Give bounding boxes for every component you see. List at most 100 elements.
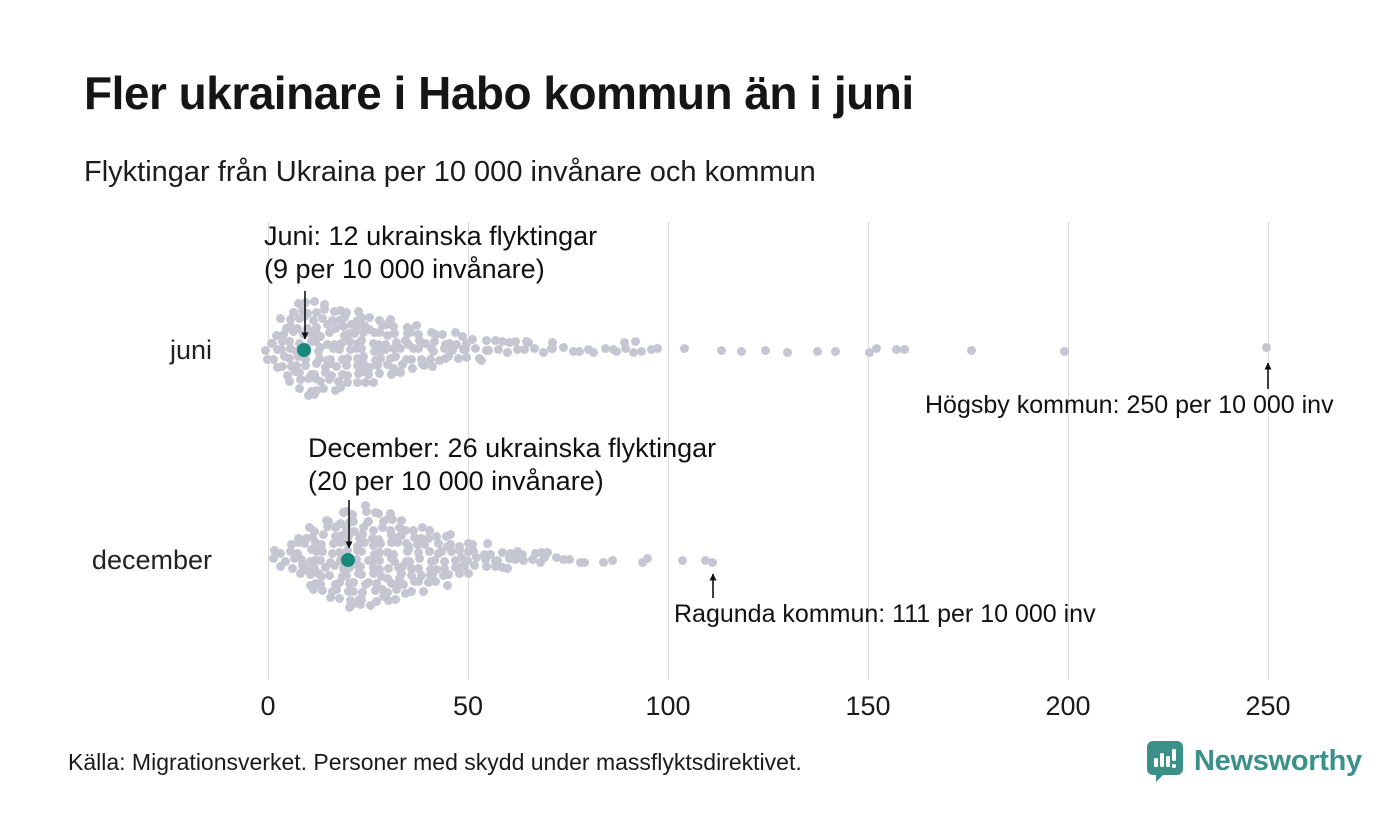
data-dot xyxy=(355,599,365,609)
data-dot xyxy=(370,327,380,337)
data-dot xyxy=(308,315,318,325)
data-dot xyxy=(529,343,539,353)
annotation-juni-line2: (9 per 10 000 invånare) xyxy=(264,254,545,284)
data-dot xyxy=(342,546,352,555)
data-dot xyxy=(737,346,746,356)
data-dot xyxy=(368,562,378,572)
data-dot xyxy=(302,564,312,574)
data-dot xyxy=(371,355,381,365)
data-dot xyxy=(342,371,352,380)
data-dot xyxy=(414,344,424,354)
data-dot xyxy=(324,517,334,527)
data-dot xyxy=(407,570,417,580)
data-dot xyxy=(892,345,902,355)
data-dot xyxy=(444,351,454,361)
data-dot xyxy=(352,354,362,364)
data-dot xyxy=(271,331,281,341)
data-dot xyxy=(513,345,522,354)
data-dot xyxy=(380,339,390,349)
data-dot xyxy=(369,569,379,579)
data-dot xyxy=(328,316,337,325)
data-dot xyxy=(480,549,490,559)
data-dot xyxy=(899,345,909,355)
data-dot xyxy=(548,343,558,353)
data-dot xyxy=(365,601,375,611)
data-dot xyxy=(432,564,441,574)
data-dot xyxy=(390,328,400,338)
data-dot xyxy=(424,525,434,535)
data-dot xyxy=(463,569,473,579)
data-dot xyxy=(293,299,303,309)
data-dot xyxy=(341,361,351,371)
data-dot xyxy=(459,561,469,571)
data-dot xyxy=(320,363,330,372)
data-dot xyxy=(375,368,384,378)
source-note: Källa: Migrationsverket. Personer med sk… xyxy=(68,749,802,775)
data-dot xyxy=(559,343,568,353)
data-dot xyxy=(311,537,321,547)
data-dot xyxy=(409,344,418,353)
data-dot xyxy=(280,352,290,361)
data-dot xyxy=(357,335,366,345)
data-dot xyxy=(306,569,316,579)
gridline xyxy=(868,222,869,680)
annotation-juni-line1: Juni: 12 ukrainska flyktingar xyxy=(264,221,598,251)
data-dot xyxy=(451,562,461,572)
newsworthy-wordmark: Newsworthy xyxy=(1194,744,1362,777)
data-dot xyxy=(277,336,287,346)
data-dot xyxy=(477,355,486,365)
data-dot xyxy=(353,306,363,316)
data-dot xyxy=(420,338,430,348)
data-dot xyxy=(301,360,311,370)
data-dot xyxy=(513,546,523,556)
data-dot xyxy=(497,336,507,346)
data-dot xyxy=(294,534,304,544)
data-dot xyxy=(349,526,359,536)
data-dot xyxy=(406,586,416,596)
data-dot xyxy=(536,548,546,558)
data-dot xyxy=(417,522,427,532)
data-dot xyxy=(315,343,325,353)
data-dot xyxy=(375,556,385,566)
data-dot xyxy=(342,308,352,318)
data-dot xyxy=(468,546,478,556)
data-dot xyxy=(348,517,358,527)
data-dot xyxy=(357,570,367,579)
data-dot xyxy=(584,344,594,354)
data-dot xyxy=(357,595,367,605)
data-dot xyxy=(565,554,575,564)
data-dot xyxy=(494,345,504,355)
data-dot xyxy=(443,580,453,590)
data-dot xyxy=(305,522,315,532)
data-dot xyxy=(423,534,433,544)
data-dot xyxy=(443,569,453,579)
data-dot xyxy=(393,579,402,589)
data-dot xyxy=(701,556,710,566)
data-dot xyxy=(404,542,414,552)
data-dot xyxy=(397,568,407,578)
data-dot xyxy=(356,343,366,353)
data-dot xyxy=(1060,347,1070,357)
highlight-dot-december xyxy=(341,553,355,567)
data-dot xyxy=(358,328,368,338)
data-dot xyxy=(320,368,330,377)
data-dot xyxy=(297,561,307,570)
data-dot xyxy=(305,329,315,338)
data-dot xyxy=(262,355,272,365)
data-dot xyxy=(344,563,354,573)
data-dot xyxy=(343,531,353,541)
data-dot xyxy=(292,548,302,558)
data-dot xyxy=(362,507,372,517)
data-dot xyxy=(599,557,609,567)
data-dot xyxy=(355,561,365,571)
data-dot xyxy=(375,315,385,325)
data-dot xyxy=(457,331,467,341)
data-dot xyxy=(389,344,399,354)
data-dot xyxy=(413,576,423,586)
data-dot xyxy=(375,353,385,363)
data-dot xyxy=(342,571,352,581)
data-dot xyxy=(383,573,393,583)
data-dot xyxy=(967,345,977,355)
data-dot xyxy=(419,360,429,370)
data-dot xyxy=(323,521,333,531)
